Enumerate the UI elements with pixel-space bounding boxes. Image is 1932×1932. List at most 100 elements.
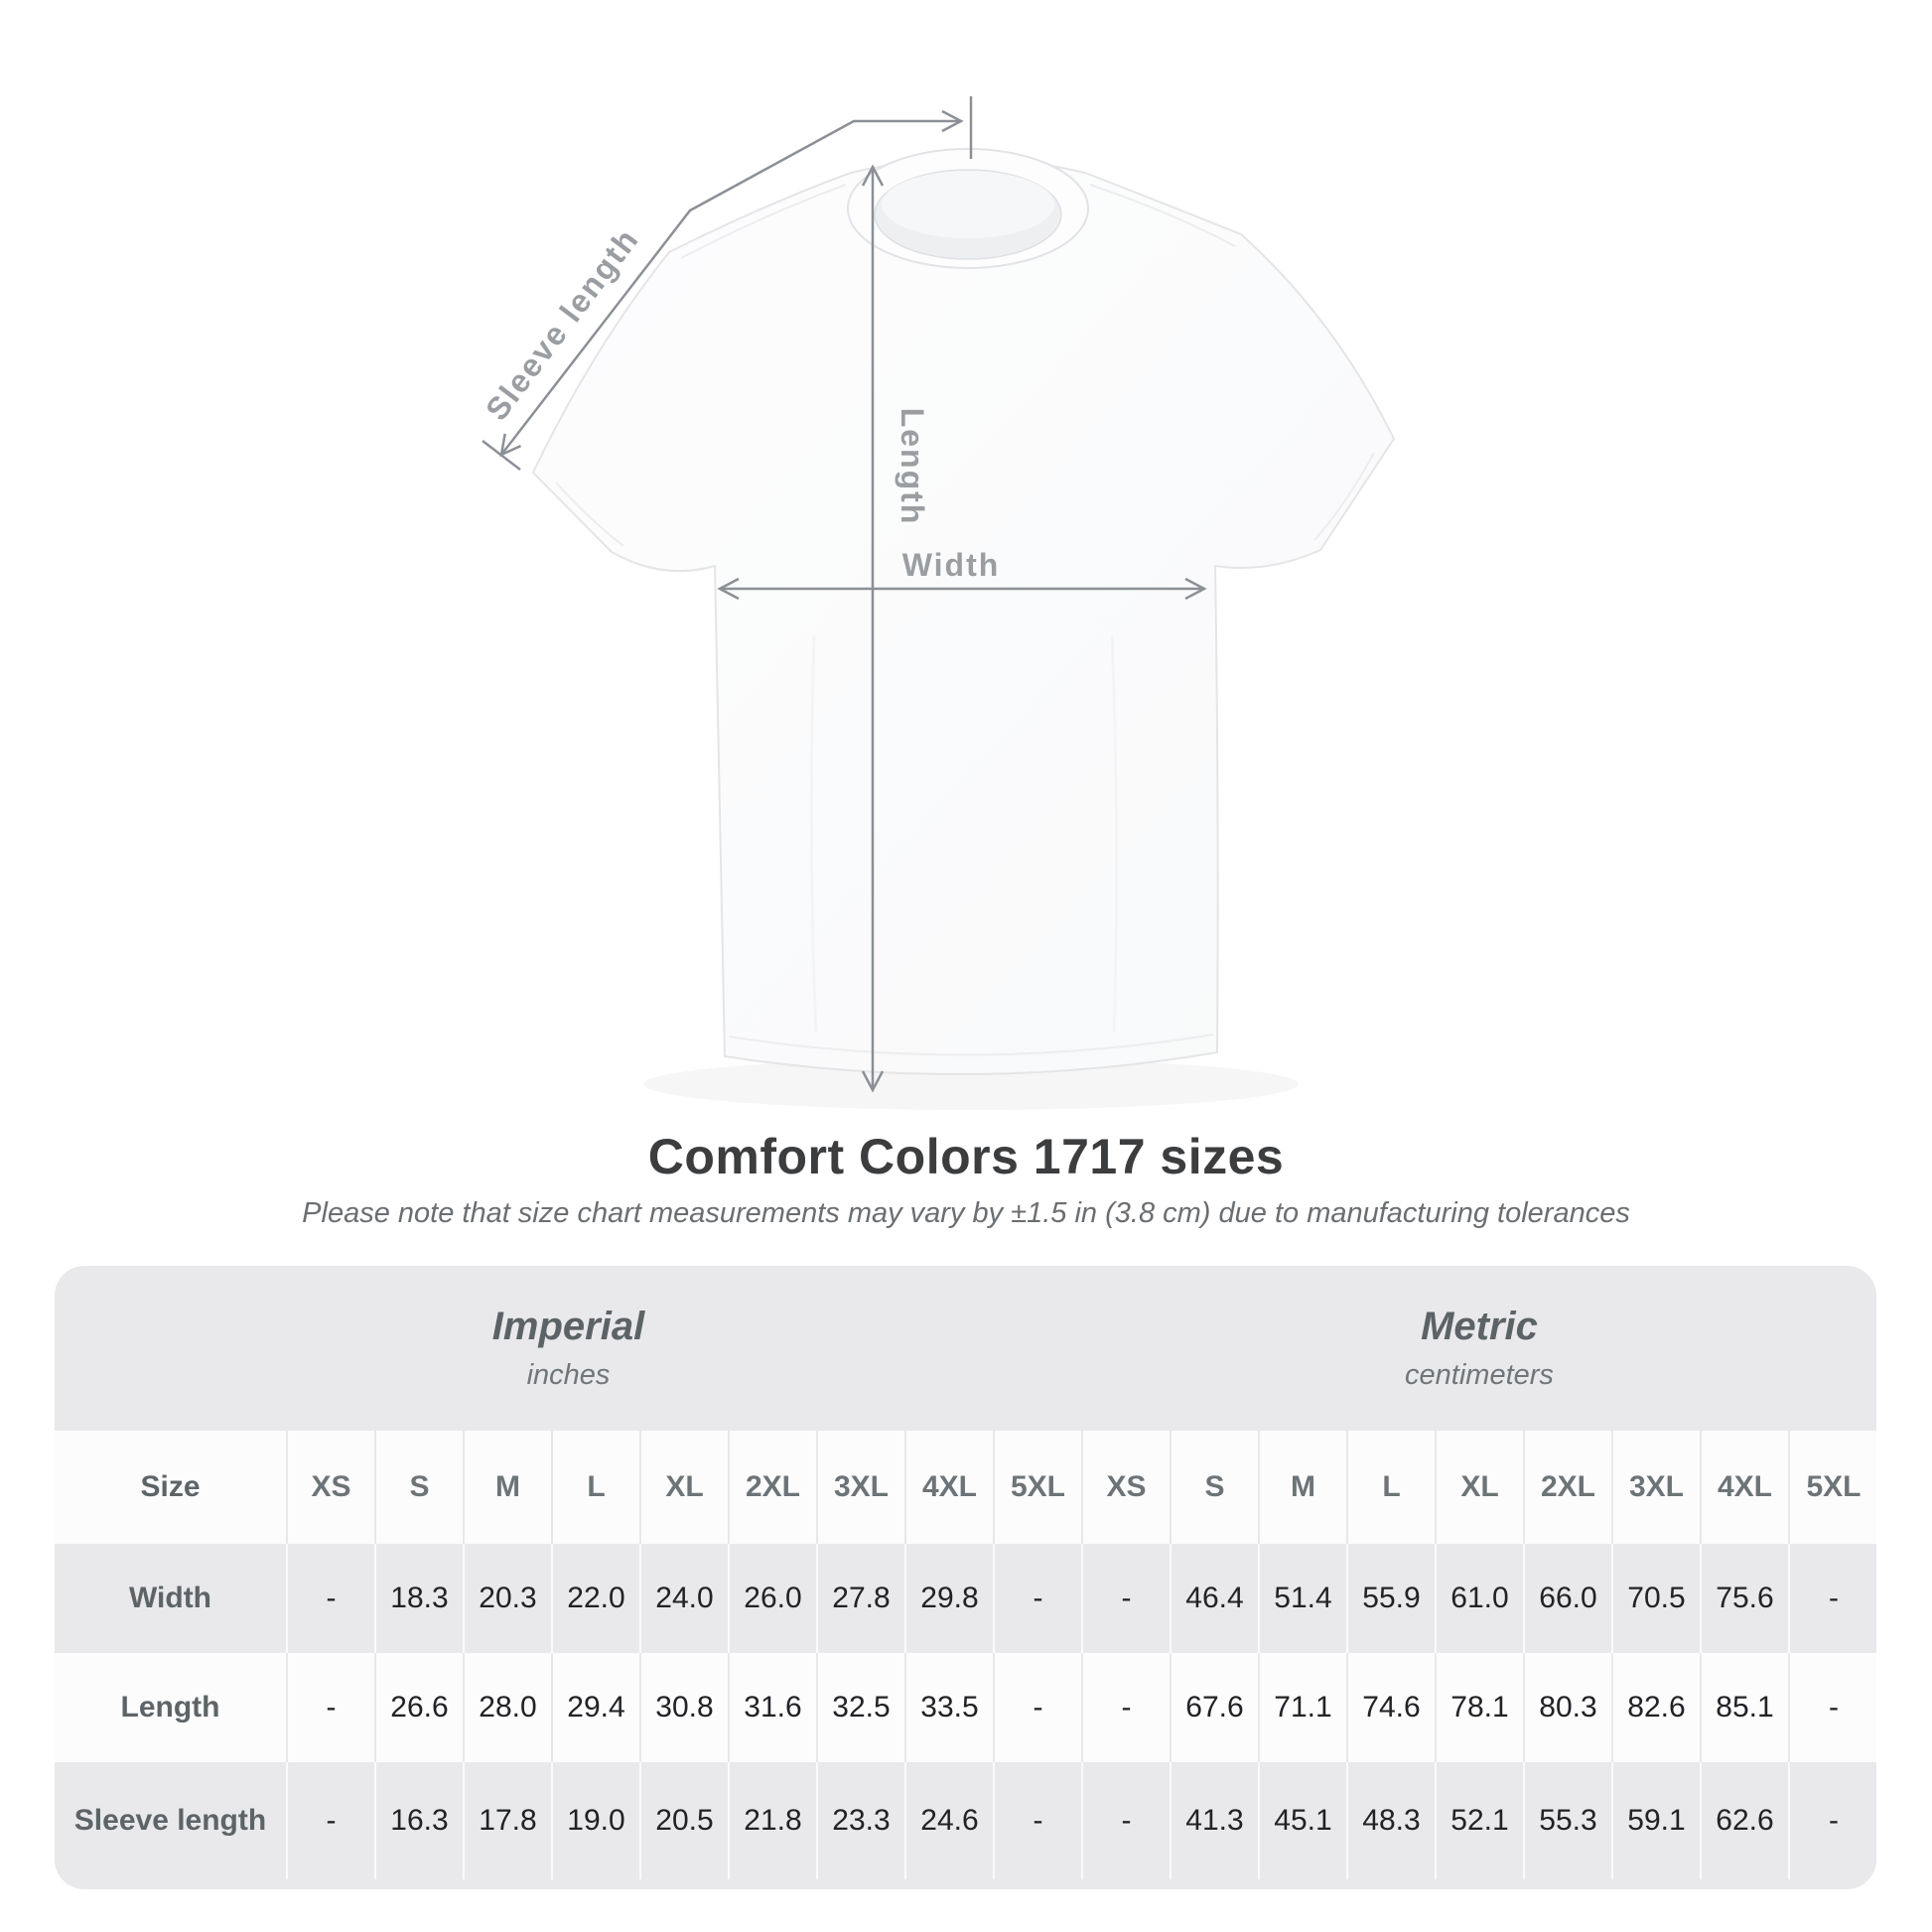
- measurement-cell: 85.1: [1701, 1653, 1790, 1762]
- measurement-cell: 26.0: [729, 1544, 818, 1653]
- measurement-cell: 70.5: [1612, 1544, 1702, 1653]
- size-col-header: L: [552, 1431, 641, 1544]
- size-col-header: 5XL: [994, 1431, 1083, 1544]
- measurement-cell: -: [287, 1653, 376, 1762]
- measurement-cell: 18.3: [375, 1544, 465, 1653]
- page-title: Comfort Colors 1717 sizes: [647, 1129, 1285, 1184]
- measurement-cell: -: [1829, 1691, 1839, 1724]
- row-label: Width: [55, 1544, 288, 1653]
- measurement-cell: 26.6: [375, 1653, 465, 1762]
- size-col-header: 4XL: [1701, 1431, 1790, 1544]
- size-col-header: XS: [287, 1431, 376, 1544]
- measurement-cell: 27.8: [817, 1544, 906, 1653]
- measurement-cell: 29.8: [905, 1544, 995, 1653]
- measurement-cell: -: [994, 1762, 1083, 1879]
- measurement-cell: 48.3: [1347, 1762, 1437, 1879]
- measurement-cell: -: [1829, 1582, 1839, 1614]
- size-col-header: M: [464, 1431, 553, 1544]
- measurement-cell: 24.6: [905, 1762, 995, 1879]
- measurement-cell: 33.5: [905, 1653, 995, 1762]
- size-col-header: S: [1171, 1431, 1260, 1544]
- measurement-cell: 19.0: [552, 1762, 641, 1879]
- imperial-title: Imperial: [491, 1305, 645, 1348]
- measurement-cell: -: [1082, 1544, 1172, 1653]
- measurement-cell: 31.6: [729, 1653, 818, 1762]
- imperial-unit: inches: [526, 1359, 611, 1391]
- size-col-header: S: [375, 1431, 465, 1544]
- measurement-cell: -: [287, 1762, 376, 1879]
- unit-header-row: Imperial inches Metric centimeters: [55, 1266, 1876, 1431]
- measurement-cell: 75.6: [1701, 1544, 1790, 1653]
- measurement-cell: 55.3: [1524, 1762, 1613, 1879]
- measurement-cell: 61.0: [1436, 1544, 1525, 1653]
- measurement-cell: 74.6: [1347, 1653, 1437, 1762]
- measurement-cell: 78.1: [1436, 1653, 1525, 1762]
- size-col-header: XL: [640, 1431, 730, 1544]
- measurement-arrows: [482, 96, 1207, 1093]
- measurement-cell: 30.8: [640, 1653, 730, 1762]
- measurement-cell: -: [1082, 1762, 1172, 1879]
- size-col-header: 2XL: [1524, 1431, 1613, 1544]
- measurement-cell: 52.1: [1436, 1762, 1525, 1879]
- measurement-cell: 46.4: [1171, 1544, 1260, 1653]
- metric-header: Metric centimeters: [1082, 1266, 1876, 1431]
- measurement-cell: 59.1: [1612, 1762, 1702, 1879]
- measurement-cell: -: [994, 1653, 1083, 1762]
- row-label: Length: [55, 1653, 288, 1762]
- table-row: Width -18.3 20.3 22.0 24.0 26.0 27.8 29.8- -46.4…: [55, 1544, 1876, 1653]
- measurement-cell: 62.6: [1701, 1762, 1790, 1879]
- measurement-cell: 45.1: [1259, 1762, 1348, 1879]
- measurement-cell: 17.8: [464, 1762, 553, 1879]
- imperial-header: Imperial inches: [55, 1266, 1082, 1431]
- width-label: Width: [902, 547, 1001, 583]
- metric-unit: centimeters: [1405, 1359, 1554, 1391]
- measurement-cell: 24.0: [640, 1544, 730, 1653]
- measurement-cell: 16.3: [375, 1762, 465, 1879]
- size-column-label: Size: [55, 1431, 288, 1544]
- size-col-header: 4XL: [905, 1431, 995, 1544]
- metric-title: Metric: [1421, 1305, 1538, 1348]
- table-row: Length -26.6 28.0 29.4 30.8 31.6 32.5 33.5- -67.…: [55, 1653, 1876, 1762]
- measurement-cell: 29.4: [552, 1653, 641, 1762]
- measurement-cell: 66.0: [1524, 1544, 1613, 1653]
- size-col-header: M: [1259, 1431, 1348, 1544]
- size-col-header: XS: [1082, 1431, 1172, 1544]
- measurement-cell: 71.1: [1259, 1653, 1348, 1762]
- measurement-cell: 21.8: [729, 1762, 818, 1879]
- sleeve-length-arrow: [499, 109, 964, 458]
- size-col-header: 5XL: [1806, 1470, 1862, 1503]
- row-label: Sleeve length: [55, 1762, 288, 1879]
- sleeve-end-tick: [482, 440, 521, 471]
- measurement-cell: 51.4: [1259, 1544, 1348, 1653]
- measurement-cell: 82.6: [1612, 1653, 1702, 1762]
- measurement-cell: 80.3: [1524, 1653, 1613, 1762]
- size-col-header: 2XL: [729, 1431, 818, 1544]
- tolerance-note: Please note that size chart measurements…: [302, 1197, 1630, 1229]
- collar-back-neck: [882, 171, 1054, 238]
- measurement-cell: 41.3: [1171, 1762, 1260, 1879]
- tshirt-diagram: Sleeve length Length Width: [478, 96, 1395, 1110]
- table-row: Sleeve length -16.3 17.8 19.0 20.5 21.8 23.3 24…: [55, 1762, 1876, 1879]
- measurement-cell: -: [287, 1544, 376, 1653]
- size-header-row: Size XS S M L XL 2XL 3XL 4XL 5XL XS S M L XL 2XL 3XL 4XL…: [55, 1431, 1876, 1544]
- size-col-header: 3XL: [1612, 1431, 1702, 1544]
- size-table: Size XS S M L XL 2XL 3XL 4XL 5XL XS S M L XL 2XL 3XL 4XL…: [55, 1431, 1876, 1879]
- measurement-cell: 20.3: [464, 1544, 553, 1653]
- measurement-cell: -: [1829, 1804, 1839, 1837]
- measurement-cell: 32.5: [817, 1653, 906, 1762]
- measurement-cell: 28.0: [464, 1653, 553, 1762]
- measurement-cell: 55.9: [1347, 1544, 1437, 1653]
- size-col-header: 3XL: [817, 1431, 906, 1544]
- measurement-cell: 23.3: [817, 1762, 906, 1879]
- measurement-cell: 67.6: [1171, 1653, 1260, 1762]
- shirt-shadow: [643, 1058, 1299, 1110]
- size-chart-panel: Imperial inches Metric centimeters Size …: [55, 1266, 1876, 1889]
- measurement-cell: 22.0: [552, 1544, 641, 1653]
- measurement-cell: 20.5: [640, 1762, 730, 1879]
- tshirt-illustration: [532, 148, 1395, 1076]
- size-col-header: L: [1347, 1431, 1437, 1544]
- length-label: Length: [895, 408, 930, 526]
- measurement-cell: -: [994, 1544, 1083, 1653]
- size-col-header: XL: [1436, 1431, 1525, 1544]
